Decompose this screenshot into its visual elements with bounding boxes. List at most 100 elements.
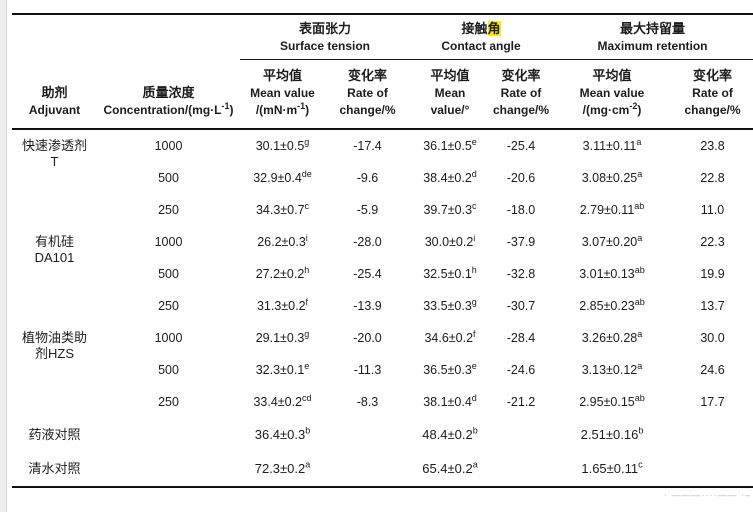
max-retention-rate-cell: 30.0 <box>700 331 725 345</box>
group-header-max-retention-en: Maximum retention <box>597 39 708 53</box>
contact-angle-mean-cell: 38.4±0.2d <box>423 168 477 185</box>
concentration-cell: 1000 <box>154 331 183 345</box>
contact-angle-rate-cell: -32.8 <box>506 267 536 281</box>
significance-letter: a <box>305 459 311 470</box>
adjuvant-name-cell: 植物油类助 剂HZS <box>21 330 87 361</box>
contact-angle-rate-cell <box>490 452 552 487</box>
significance-letter: g <box>304 328 310 339</box>
significance-letter: g <box>471 296 477 307</box>
sub-header-row: 平均值 Mean value /(mN·m-1) 变化率 Rate of cha… <box>12 60 753 130</box>
max-retention-rate-cell: 11.0 <box>700 203 725 217</box>
adjuvant-name-cell: 快速渗透剂 T <box>21 138 87 169</box>
contact-angle-rate-cell: -25.4 <box>506 139 536 153</box>
col-header-adjuvant-en: Adjuvant <box>28 103 81 117</box>
contact-angle-mean-cell: 30.0±0.2i <box>424 232 476 249</box>
sub-header-st-mean: 平均值 Mean value /(mN·m-1) <box>250 68 315 117</box>
max-retention-mean-cell: 3.13±0.12a <box>581 360 643 377</box>
significance-letter: d <box>471 392 477 403</box>
table-row: 250 33.4±0.2cd -8.3 38.1±0.4d -21.2 2.95±0.15… <box>12 386 753 418</box>
significance-letter: b <box>305 425 311 436</box>
max-retention-mean-cell: 2.79±0.11ab <box>579 200 645 217</box>
surface-tension-mean-cell: 32.3±0.1e <box>255 360 310 377</box>
surface-tension-mean-cell: 30.1±0.5g <box>255 136 310 153</box>
control-name-cell: 清水对照 <box>28 461 81 476</box>
group-header-contact-angle-en: Contact angle <box>441 39 521 53</box>
contact-angle-mean-cell: 36.5±0.3e <box>423 360 477 377</box>
sub-header-mr-mean: 平均值 Mean value /(mg·cm-2) <box>579 68 645 117</box>
surface-tension-rate-cell <box>325 452 410 487</box>
significance-letter: a <box>637 232 643 243</box>
surface-tension-rate-cell: -28.0 <box>353 235 382 249</box>
table-row: 250 34.3±0.7c -5.9 39.7±0.3c -18.0 2.79±0.11a… <box>12 194 753 226</box>
surface-tension-rate-cell <box>325 418 410 452</box>
concentration-cell: 500 <box>158 267 179 281</box>
search-highlight: 角 <box>487 21 501 36</box>
significance-letter: e <box>304 360 310 371</box>
group-header-contact-angle: 接触角 Contact angle <box>410 14 552 60</box>
max-retention-rate-cell: 22.8 <box>700 171 725 185</box>
surface-tension-mean-cell: 31.3±0.2f <box>256 296 309 313</box>
surface-tension-rate-cell: -8.3 <box>356 395 379 409</box>
surface-tension-mean-cell: 72.3±0.2a <box>254 459 311 476</box>
contact-angle-rate-cell: -24.6 <box>506 363 536 377</box>
significance-letter: i <box>305 232 308 243</box>
sub-header-ca-rate: 变化率 Rate of change/% <box>492 68 549 117</box>
significance-letter: e <box>471 360 477 371</box>
max-retention-mean-cell: 3.01±0.13ab <box>579 264 645 281</box>
results-table: 助剂 Adjuvant 质量浓度 Concentration/(mg·L-1) … <box>12 13 753 488</box>
significance-letter: b <box>638 425 644 436</box>
significance-letter: e <box>471 136 477 147</box>
significance-letter: g <box>304 136 310 147</box>
surface-tension-rate-cell: -13.9 <box>353 299 382 313</box>
surface-tension-rate-cell: -5.9 <box>356 203 379 217</box>
surface-tension-mean-cell: 33.4±0.2cd <box>253 392 312 409</box>
table-body: 快速渗透剂 T 1000 30.1±0.5g -17.4 36.1±0.5e -25.4 3.… <box>12 129 753 487</box>
surface-tension-rate-cell: -25.4 <box>353 267 382 281</box>
sub-header-mr-rate: 变化率 Rate of change/% <box>684 68 741 117</box>
significance-letter: f <box>473 328 476 339</box>
surface-tension-mean-cell: 29.1±0.3g <box>255 328 310 345</box>
contact-angle-mean-cell: 48.4±0.2b <box>422 425 478 442</box>
significance-letter: ab <box>634 392 645 403</box>
max-retention-mean-cell: 2.51±0.16b <box>580 425 644 442</box>
concentration-cell: 500 <box>158 171 179 185</box>
significance-letter: ab <box>634 200 645 211</box>
significance-letter: d <box>471 168 477 179</box>
max-retention-rate-cell: 17.7 <box>700 395 725 409</box>
concentration-cell: 250 <box>158 203 179 217</box>
max-retention-rate-cell: 19.9 <box>700 267 725 281</box>
significance-letter: a <box>636 136 642 147</box>
significance-letter: c <box>638 459 643 470</box>
significance-letter: ab <box>634 264 645 275</box>
significance-letter: a <box>472 459 478 470</box>
contact-angle-rate-cell: -21.2 <box>506 395 536 409</box>
max-retention-rate-cell: 24.6 <box>700 363 725 377</box>
col-header-adjuvant-zh: 助剂 <box>41 85 68 100</box>
col-header-concentration: 质量浓度 Concentration/(mg·L-1) <box>97 14 240 129</box>
max-retention-mean-cell: 3.11±0.11a <box>582 136 642 153</box>
group-header-surface-tension: 表面张力 Surface tension <box>240 14 410 60</box>
surface-tension-mean-cell: 26.2±0.3i <box>257 232 308 249</box>
group-header-contact-angle-zh: 接触角 <box>461 21 501 36</box>
max-retention-rate-cell: 22.3 <box>700 235 725 249</box>
group-header-surface-tension-zh: 表面张力 <box>298 21 351 36</box>
concentration-cell: 250 <box>158 299 179 313</box>
max-retention-mean-cell: 2.95±0.15ab <box>579 392 645 409</box>
max-retention-rate-cell: 13.7 <box>700 299 725 313</box>
significance-letter: a <box>637 328 643 339</box>
group-header-surface-tension-en: Surface tension <box>279 39 371 53</box>
max-retention-mean-cell: 3.07±0.20a <box>581 232 643 249</box>
max-retention-rate-cell <box>672 418 753 452</box>
surface-tension-rate-cell: -17.4 <box>353 139 382 153</box>
contact-angle-rate-cell: -28.4 <box>506 331 536 345</box>
table-row: 有机硅 DA101 1000 26.2±0.3i -28.0 30.0±0.2i -37.9… <box>12 226 753 265</box>
table-row: 500 27.2±0.2h -25.4 32.5±0.1h -32.8 3.01±0.13… <box>12 258 753 290</box>
concentration-cell: 250 <box>158 395 179 409</box>
contact-angle-mean-cell: 39.7±0.3c <box>423 200 477 217</box>
concentration-cell: 1000 <box>154 235 183 249</box>
concentration-cell: 1000 <box>154 139 183 153</box>
significance-letter: c <box>472 200 477 211</box>
significance-letter: a <box>637 168 643 179</box>
significance-letter: i <box>473 232 476 243</box>
